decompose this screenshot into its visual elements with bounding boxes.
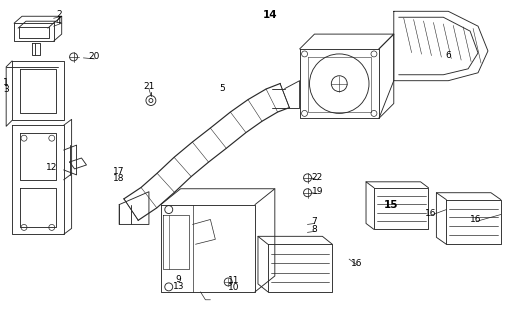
Text: 4: 4 — [56, 17, 62, 26]
Text: 15: 15 — [384, 200, 398, 210]
Text: 16: 16 — [470, 215, 482, 224]
Text: 14: 14 — [263, 10, 277, 20]
Text: 11: 11 — [229, 276, 240, 285]
Text: 8: 8 — [312, 225, 317, 234]
Text: 18: 18 — [114, 174, 125, 183]
Text: 12: 12 — [46, 164, 58, 172]
Text: 7: 7 — [312, 217, 317, 226]
Text: 9: 9 — [176, 276, 182, 284]
Text: 21: 21 — [143, 82, 155, 91]
Text: 17: 17 — [114, 167, 125, 176]
Text: 13: 13 — [173, 282, 184, 292]
Text: 16: 16 — [425, 209, 436, 218]
Text: 16: 16 — [351, 259, 363, 268]
Text: 5: 5 — [219, 84, 225, 93]
Text: 20: 20 — [89, 52, 100, 61]
Text: 19: 19 — [312, 187, 323, 196]
Text: 10: 10 — [229, 284, 240, 292]
Text: 1: 1 — [3, 78, 9, 87]
Text: 6: 6 — [445, 52, 451, 60]
Text: 22: 22 — [312, 173, 323, 182]
Text: 3: 3 — [3, 85, 9, 94]
Text: 2: 2 — [56, 10, 62, 19]
